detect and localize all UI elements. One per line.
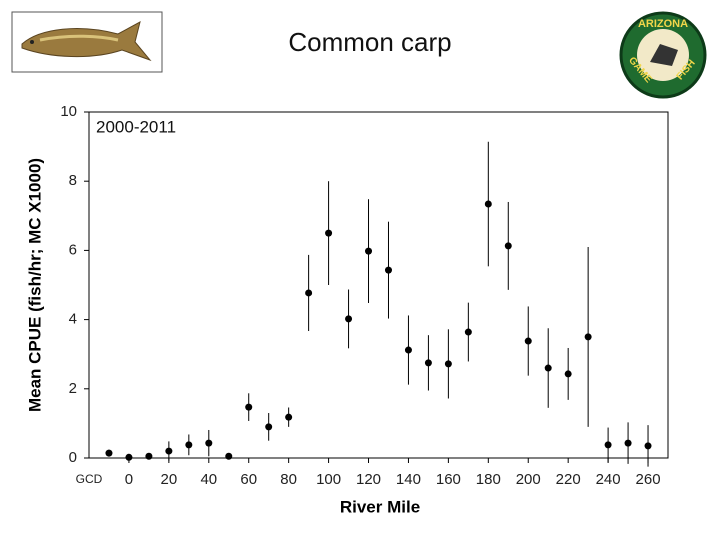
x-tick-label: 240 — [596, 471, 621, 488]
y-tick-label: 0 — [69, 449, 77, 466]
data-point — [165, 447, 173, 455]
x-tick-label: 260 — [636, 471, 661, 488]
x-tick-label: 80 — [280, 471, 297, 488]
annotation: 2000-2011 — [96, 117, 176, 136]
fish-image — [21, 21, 152, 62]
x-tick-label: 40 — [200, 471, 217, 488]
y-tick-label: 8 — [69, 172, 77, 189]
data-point — [225, 452, 233, 460]
data-point — [265, 423, 273, 431]
logo — [619, 11, 707, 99]
data-point — [504, 242, 512, 250]
plot-frame — [88, 111, 669, 459]
data-point — [584, 333, 592, 341]
data-point — [624, 439, 632, 447]
data-point — [644, 442, 652, 450]
y-axis-label: Mean CPUE (fish/hr; MC X1000) — [25, 158, 44, 412]
data-point — [484, 200, 492, 208]
data-point — [464, 328, 472, 336]
data-point — [205, 439, 213, 447]
y-tick-label: 6 — [69, 241, 77, 258]
data-point — [365, 247, 373, 255]
data-point — [185, 441, 193, 449]
x-tick-label: 200 — [516, 471, 541, 488]
data-point — [564, 370, 572, 378]
data-point — [384, 266, 392, 274]
data-point — [345, 315, 353, 323]
y-tick-label: 4 — [69, 311, 77, 328]
x-tick-label: 140 — [396, 471, 421, 488]
data-point — [524, 337, 532, 345]
data-point — [604, 441, 612, 449]
data-point — [424, 359, 432, 367]
data-point — [544, 364, 552, 372]
x-tick-label: 120 — [356, 471, 381, 488]
data-point — [285, 413, 293, 421]
x-tick-label: 0 — [125, 471, 133, 488]
data-point — [125, 453, 133, 461]
x-tick-label: 180 — [476, 471, 501, 488]
x-tick-label: 20 — [161, 471, 178, 488]
data-point — [325, 229, 333, 237]
y-tick-label: 10 — [60, 103, 77, 120]
data-point — [404, 346, 412, 354]
data-point — [245, 403, 253, 411]
slide-title: Common carp — [288, 27, 451, 57]
data-point — [305, 289, 313, 297]
x-axis-label: River Mile — [340, 497, 420, 516]
x-tick-label: 160 — [436, 471, 461, 488]
data-point — [145, 452, 153, 460]
y-tick-label: 2 — [69, 380, 77, 397]
data-point — [444, 360, 452, 368]
x-tick-label: 60 — [240, 471, 257, 488]
x-tick-label: 220 — [556, 471, 581, 488]
logo-text: ARIZONA — [638, 18, 688, 30]
data-point — [105, 449, 113, 457]
x-tick-label: GCD — [76, 472, 103, 486]
x-tick-label: 100 — [316, 471, 341, 488]
